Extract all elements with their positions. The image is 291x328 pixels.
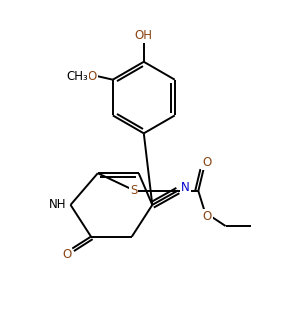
Text: O: O [203, 210, 212, 223]
Text: O: O [202, 156, 212, 170]
Text: S: S [130, 184, 137, 197]
Text: N: N [181, 181, 190, 195]
Text: OH: OH [135, 29, 153, 42]
Text: NH: NH [49, 198, 66, 211]
Text: O: O [88, 70, 97, 83]
Text: CH₃: CH₃ [67, 70, 88, 83]
Text: O: O [62, 248, 71, 261]
